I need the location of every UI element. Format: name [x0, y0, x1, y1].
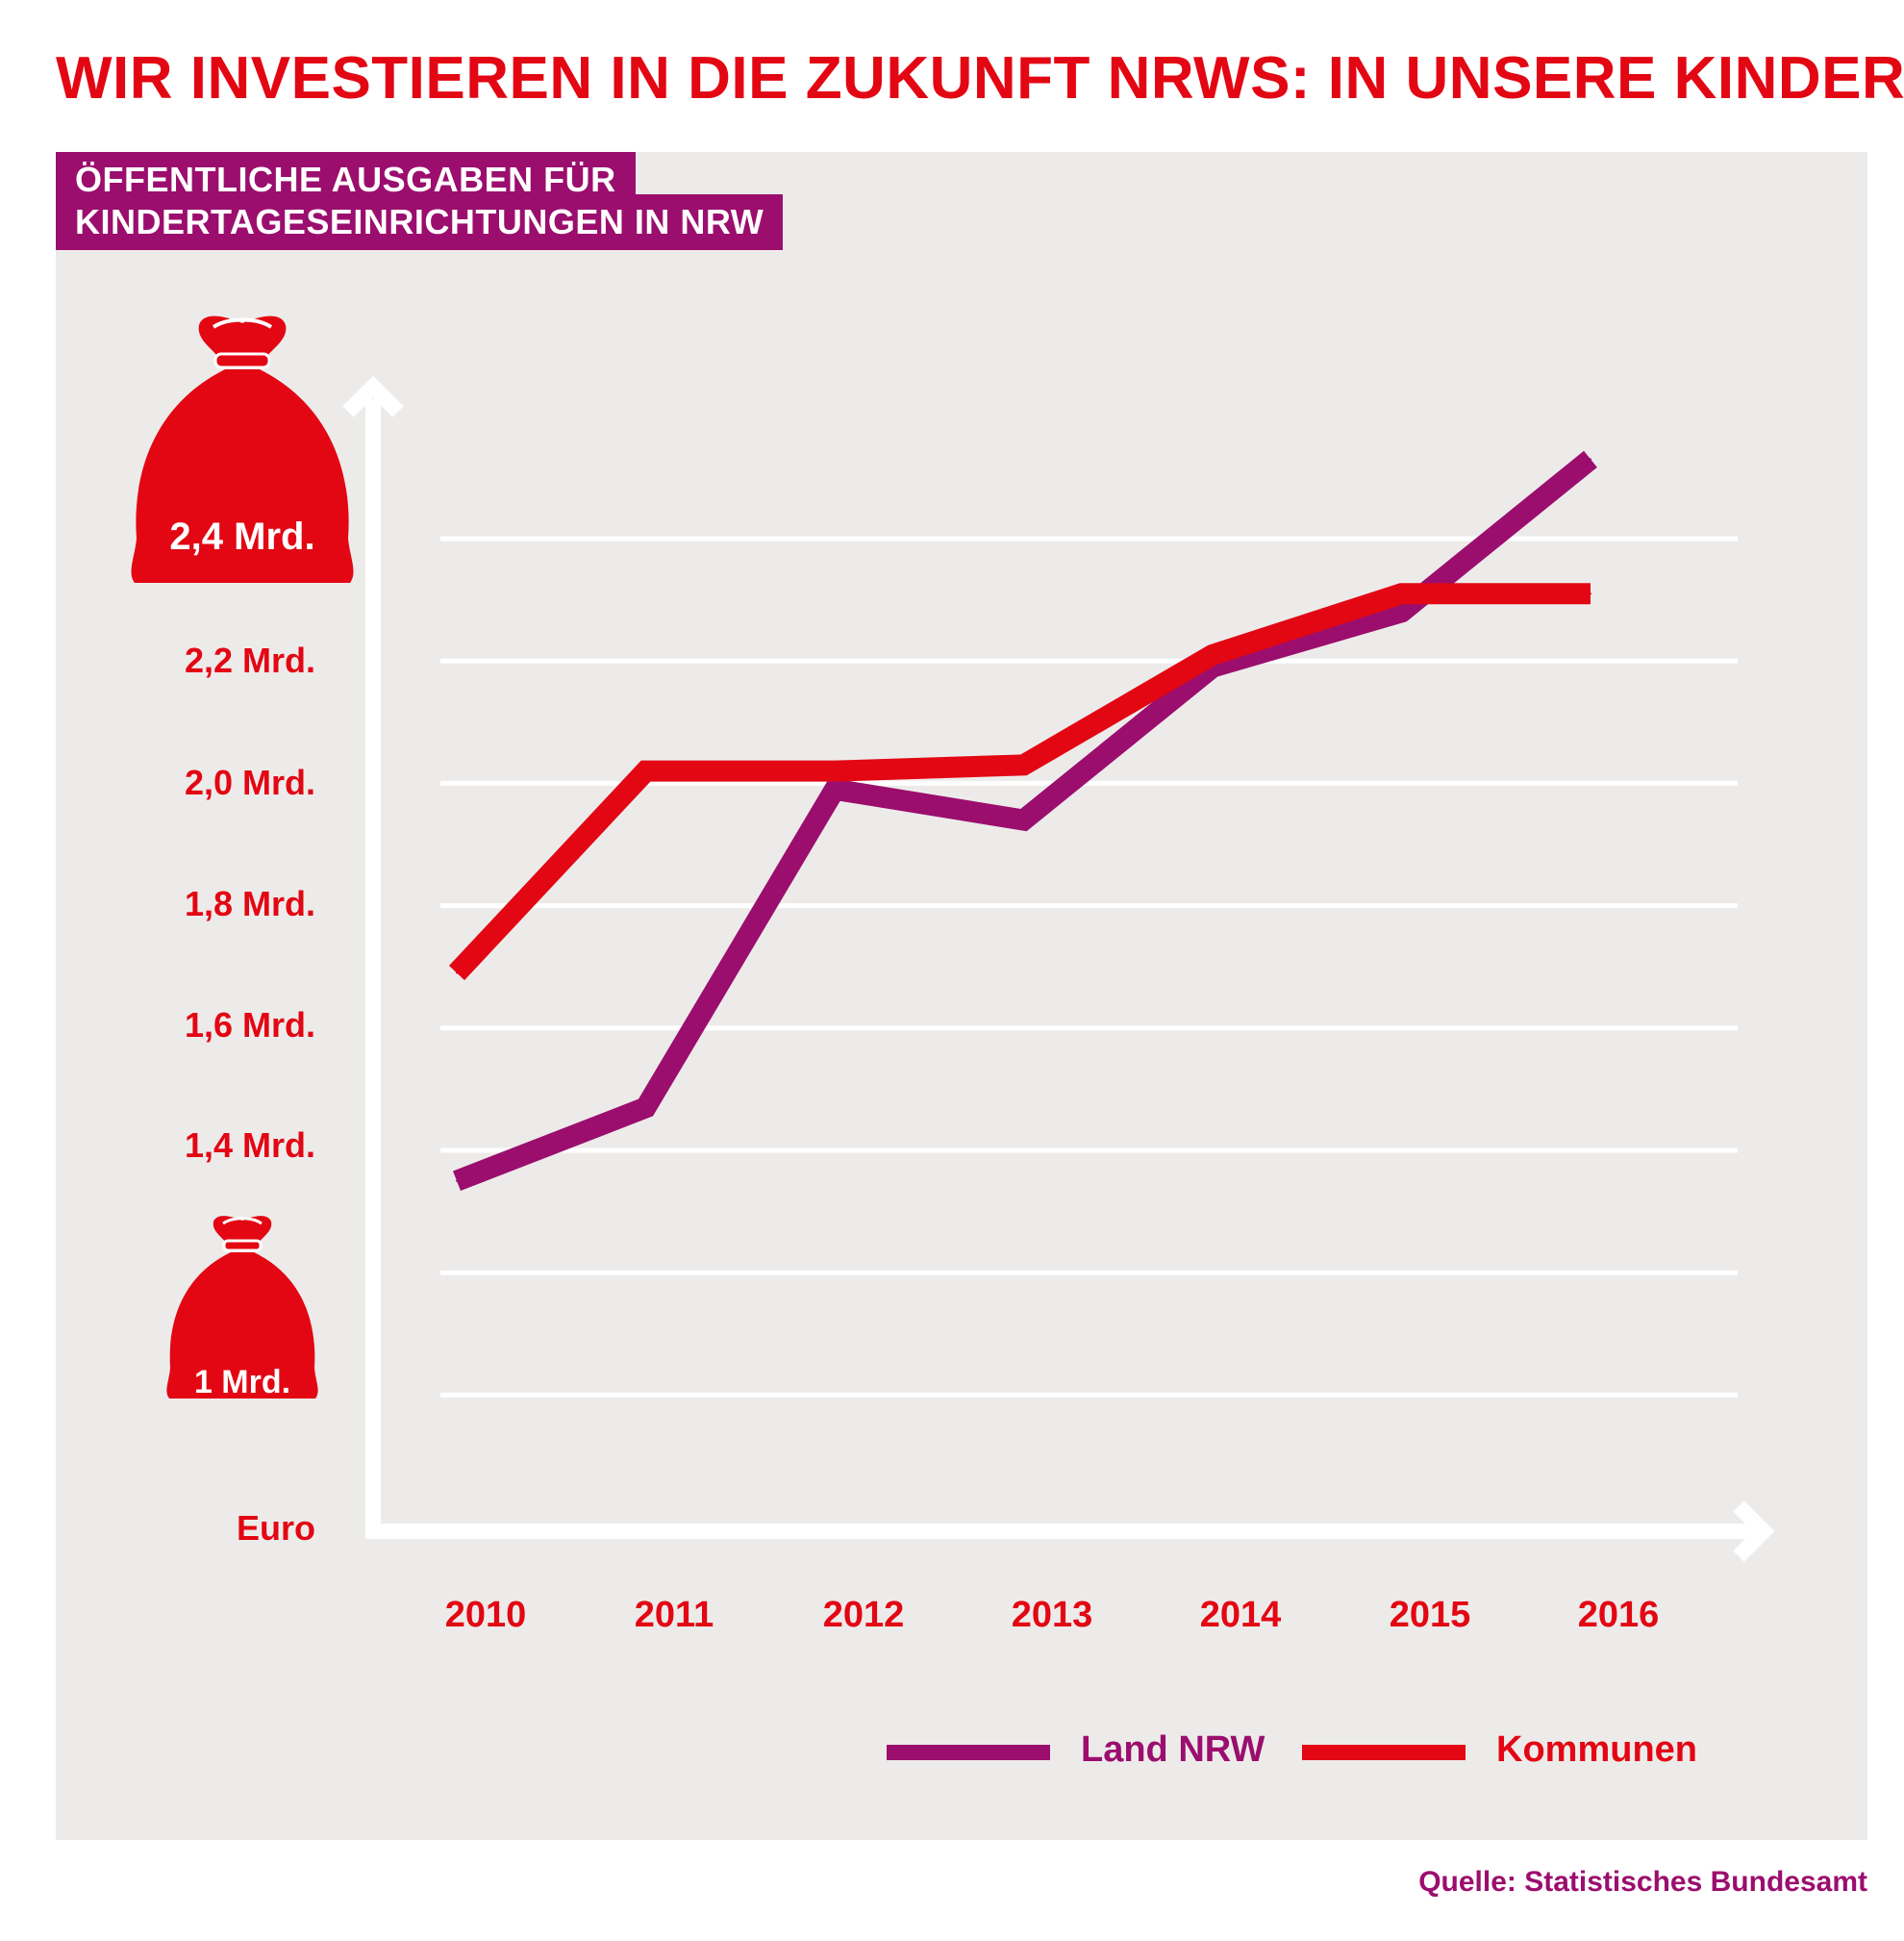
chart-subtitle-line-2: KINDERTAGESEINRICHTUNGEN IN NRW	[56, 194, 784, 250]
legend-swatch-kommunen	[1302, 1745, 1466, 1760]
x-axis-arrowhead	[1733, 1500, 1775, 1562]
xtick-label-2012: 2012	[822, 1595, 905, 1635]
data-point-kommunen-2014	[1212, 653, 1214, 656]
ytick-label-2-4: 2,4 Mrd.	[169, 516, 315, 558]
axes	[342, 375, 1775, 1562]
xtick-label-2013: 2013	[1011, 1595, 1093, 1635]
source-note: Quelle: Statistisches Bundesamt	[1418, 1866, 1867, 1898]
data-point-land-nrw-2011	[644, 1106, 647, 1109]
xtick-label-2016: 2016	[1577, 1595, 1660, 1635]
ytick-label-1-0: 1 Mrd.	[193, 1364, 291, 1400]
data-point-kommunen-2010	[456, 971, 458, 974]
data-point-kommunen-2011	[644, 769, 647, 772]
ytick-label-1-8: 1,8 Mrd.	[184, 884, 315, 923]
ytick-label-2-0: 2,0 Mrd.	[184, 763, 315, 802]
legend-swatch-land-nrw	[887, 1745, 1050, 1760]
money-bag-icon	[166, 1216, 318, 1399]
legend-label-kommunen: Kommunen	[1496, 1729, 1697, 1770]
legend-label-land-nrw: Land NRW	[1081, 1729, 1265, 1770]
data-point-kommunen-2012	[834, 769, 836, 772]
money-bag-icon	[131, 315, 354, 583]
data-point-land-nrw-2013	[1022, 819, 1025, 821]
data-point-kommunen-2013	[1022, 764, 1025, 767]
data-point-land-nrw-2010	[456, 1179, 458, 1182]
chart-panel	[56, 152, 1867, 1840]
xtick-label-2011: 2011	[634, 1595, 714, 1635]
y-axis-arrowhead	[342, 375, 404, 417]
data-point-kommunen-2015	[1400, 592, 1403, 595]
xtick-label-2015: 2015	[1389, 1595, 1471, 1635]
legend-item-land-nrw: Land NRW	[887, 1724, 1271, 1781]
page-title: WIR INVESTIEREN IN DIE ZUKUNFT NRWS: IN …	[56, 45, 1904, 112]
ytick-label-2-2: 2,2 Mrd.	[184, 641, 315, 680]
data-point-kommunen-2016	[1590, 592, 1591, 595]
legend-item-kommunen: Kommunen	[1302, 1724, 1725, 1781]
xtick-label-2014: 2014	[1199, 1595, 1282, 1635]
ytick-label-1-4: 1,4 Mrd.	[184, 1125, 315, 1165]
ytick-label-1-6: 1,6 Mrd.	[184, 1005, 315, 1045]
data-point-land-nrw-2012	[834, 788, 836, 791]
data-point-land-nrw-2016	[1590, 458, 1591, 461]
xtick-label-2010: 2010	[444, 1595, 527, 1635]
data-point-land-nrw-2015	[1400, 611, 1403, 614]
gridlines	[440, 536, 1738, 1398]
y-axis-label: Euro	[236, 1508, 315, 1548]
series-lines	[448, 450, 1597, 1192]
